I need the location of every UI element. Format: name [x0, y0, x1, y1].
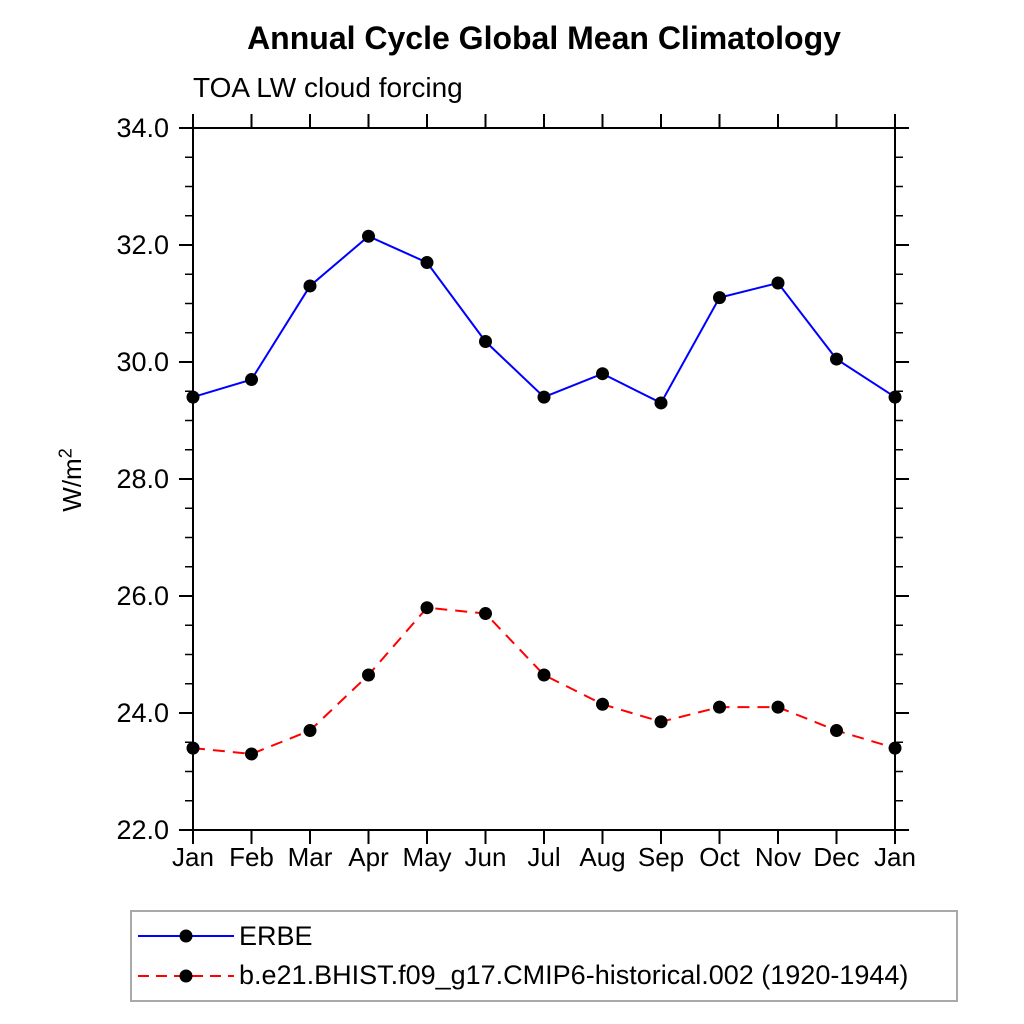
y-tick-label: 30.0 — [116, 347, 169, 377]
data-point-marker — [830, 724, 843, 738]
legend-marker-dot — [179, 969, 193, 983]
x-tick-label: May — [402, 842, 451, 872]
x-tick-label: Feb — [229, 842, 274, 872]
x-tick-label: Mar — [288, 842, 333, 872]
legend-sample-model — [138, 969, 234, 983]
data-point-marker — [713, 700, 726, 714]
legend-box: ERBE b.e21.BHIST.f09_g17.CMIP6-historica… — [130, 910, 958, 1002]
x-tick-label: Jul — [527, 842, 560, 872]
data-point-marker — [186, 390, 200, 404]
axis-ticks — [179, 114, 909, 844]
chart-subtitle: TOA LW cloud forcing — [193, 72, 463, 103]
data-point-marker — [596, 697, 609, 711]
plot-frame — [192, 127, 896, 831]
series-model — [186, 601, 902, 761]
series-line — [192, 235, 896, 405]
data-point-marker — [245, 747, 258, 761]
data-point-marker — [537, 390, 551, 404]
data-point-marker — [479, 607, 492, 621]
data-point-marker — [654, 715, 668, 729]
data-point-marker — [654, 396, 668, 410]
y-tick-label: 24.0 — [116, 698, 169, 728]
legend-label-model: b.e21.BHIST.f09_g17.CMIP6-historical.002… — [239, 960, 909, 991]
x-tick-label: Nov — [755, 842, 801, 872]
y-tick-label: 26.0 — [116, 581, 169, 611]
y-tick-label: 34.0 — [116, 113, 169, 143]
chart-title: Annual Cycle Global Mean Climatology — [247, 20, 841, 56]
series-erbe — [186, 229, 902, 410]
data-point-marker — [830, 352, 843, 366]
data-point-marker — [420, 601, 434, 615]
legend-sample-erbe — [138, 929, 234, 943]
data-point-marker — [362, 668, 375, 682]
x-tick-label: Jan — [172, 842, 214, 872]
data-point-marker — [888, 741, 902, 755]
legend-item-model: b.e21.BHIST.f09_g17.CMIP6-historical.002… — [136, 960, 956, 991]
data-point-marker — [888, 390, 902, 404]
x-tick-label: Aug — [579, 842, 625, 872]
data-point-marker — [771, 700, 785, 714]
data-point-marker — [537, 668, 551, 682]
y-tick-label: 28.0 — [116, 464, 169, 494]
data-point-marker — [303, 279, 317, 293]
y-tick-label: 32.0 — [116, 230, 169, 260]
legend-marker-dot — [179, 929, 193, 943]
data-point-marker — [245, 373, 258, 387]
x-tick-label: Apr — [348, 842, 389, 872]
x-tick-label: Oct — [699, 842, 740, 872]
data-point-marker — [771, 276, 785, 290]
data-point-marker — [713, 291, 726, 305]
data-point-marker — [420, 256, 434, 270]
x-tick-label: Jun — [465, 842, 507, 872]
data-point-marker — [303, 724, 317, 738]
x-tick-label: Jan — [874, 842, 916, 872]
axis-tick-labels: 22.0 24.0 26.0 28.0 30.0 32.0 34.0 Jan Feb Mar Apr… — [116, 113, 916, 872]
legend-label-erbe: ERBE — [239, 920, 313, 951]
x-tick-label: Dec — [813, 842, 859, 872]
legend-item-erbe: ERBE — [136, 921, 956, 952]
x-tick-label: Sep — [638, 842, 684, 872]
data-point-marker — [479, 335, 492, 349]
axis-minor-ticks — [185, 156, 903, 802]
data-point-marker — [362, 229, 375, 243]
y-tick-label: 22.0 — [116, 815, 169, 845]
data-point-marker — [186, 741, 200, 755]
data-point-marker — [596, 367, 609, 381]
